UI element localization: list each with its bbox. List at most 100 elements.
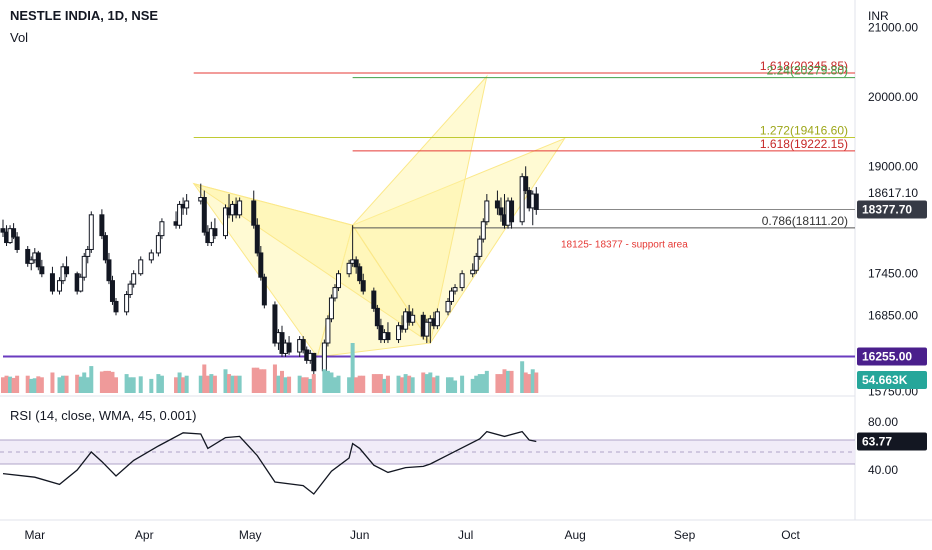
volume-bar — [325, 370, 330, 393]
support-area-annotation: 18125- 18377 - support area — [561, 240, 688, 251]
volume-bar — [25, 375, 30, 393]
candle-body — [509, 200, 515, 223]
volume-bar — [128, 377, 133, 393]
candle-body — [325, 318, 331, 344]
volume-bar — [114, 377, 119, 393]
volume-bar — [403, 374, 408, 393]
volume-bar — [410, 377, 415, 393]
volume-bar — [421, 372, 426, 393]
volume-bar — [311, 374, 316, 393]
rsi-line — [2, 430, 537, 495]
candle-body — [25, 248, 31, 264]
volume-bar — [32, 378, 37, 393]
x-axis-month-label: May — [239, 528, 262, 542]
volume-bar — [174, 377, 179, 393]
volume-bar — [385, 375, 390, 393]
rsi-badge: 63.77 — [857, 432, 927, 451]
volume-bar — [287, 376, 292, 393]
candle-body — [85, 248, 91, 257]
candle-body — [222, 207, 228, 237]
candle-body — [28, 259, 34, 264]
candle-body — [449, 290, 455, 302]
volume-bar — [336, 375, 341, 393]
price-tick-label: 17450.00 — [868, 267, 918, 281]
price-tick-label: 18617.10 — [868, 186, 918, 200]
candle-body — [0, 228, 6, 233]
volume-bar — [64, 375, 69, 393]
candle-body — [102, 235, 108, 261]
volume-bar — [520, 361, 525, 393]
volume-bar — [50, 372, 55, 393]
volume-bar — [509, 370, 514, 393]
fib-level-label: 1.618(20345.85) — [760, 59, 848, 73]
candle-body — [346, 262, 352, 275]
candle-body — [113, 300, 119, 313]
price-tick-label: 20000.00 — [868, 90, 918, 104]
candle-body — [336, 273, 342, 289]
candle-body — [424, 321, 430, 337]
volume-bar — [36, 376, 41, 393]
volume-bar — [357, 375, 362, 393]
x-axis-month-label: Jun — [350, 528, 369, 542]
volume-bar — [227, 374, 232, 393]
candle-body — [261, 276, 267, 306]
price-badge-text: 18377.70 — [862, 202, 912, 216]
volume-bar — [350, 343, 355, 393]
candle-body — [212, 228, 218, 237]
volume-bar — [332, 377, 337, 393]
volume-bar — [230, 375, 235, 393]
currency-label: INR — [868, 9, 889, 23]
volume-bar — [453, 380, 458, 393]
candle-body — [321, 342, 327, 372]
candle-body — [124, 294, 130, 313]
volume-bar — [61, 375, 66, 393]
volume-label: Vol — [10, 30, 29, 45]
volume-bar — [159, 375, 164, 393]
volume-bar — [78, 376, 83, 393]
candle-body — [35, 252, 41, 268]
volume-badge-bg — [857, 371, 927, 389]
volume-bar — [445, 377, 450, 393]
candle-body — [109, 280, 115, 302]
volume-bar — [371, 374, 376, 393]
volume-bar — [407, 375, 412, 393]
candle-body — [127, 283, 133, 296]
volume-badge-text: 54.663K — [862, 373, 908, 387]
candle-body — [523, 176, 529, 192]
volume-bar — [484, 370, 489, 393]
price-badge-bg — [857, 200, 927, 219]
candle-body — [385, 332, 391, 341]
chart-title: NESTLE INDIA, 1D, NSE — [10, 8, 159, 23]
volume-bar — [39, 377, 44, 393]
volume-bar — [272, 364, 277, 393]
candle-body — [237, 200, 243, 216]
candle-body — [519, 176, 525, 223]
price-badge-bg — [857, 347, 927, 366]
volume-bar — [198, 375, 203, 393]
volume-bar — [15, 375, 20, 393]
candle-body — [353, 259, 359, 268]
price-tick-label: 19000.00 — [868, 159, 918, 173]
volume-bar — [527, 374, 532, 393]
price-tick-label: 21000.00 — [868, 21, 918, 35]
candle-body — [201, 197, 207, 233]
fib-level-label: 1.272(19416.60) — [760, 123, 848, 137]
volume-bar — [495, 374, 500, 393]
candle-body — [177, 203, 183, 226]
volume-bar — [234, 375, 239, 393]
volume-bar — [301, 377, 306, 393]
volume-bar — [354, 377, 359, 393]
volume-bar — [212, 375, 217, 393]
candle-body — [360, 280, 366, 292]
volume-bar — [110, 371, 115, 393]
candle-body — [11, 228, 17, 238]
candle-body — [184, 200, 190, 209]
volume-bar — [85, 377, 90, 393]
candle-body — [131, 273, 137, 285]
volume-bar — [322, 369, 327, 393]
candle-body — [251, 200, 257, 226]
candle-body — [311, 352, 317, 372]
candle-body — [357, 266, 363, 282]
volume-bar — [258, 369, 263, 393]
